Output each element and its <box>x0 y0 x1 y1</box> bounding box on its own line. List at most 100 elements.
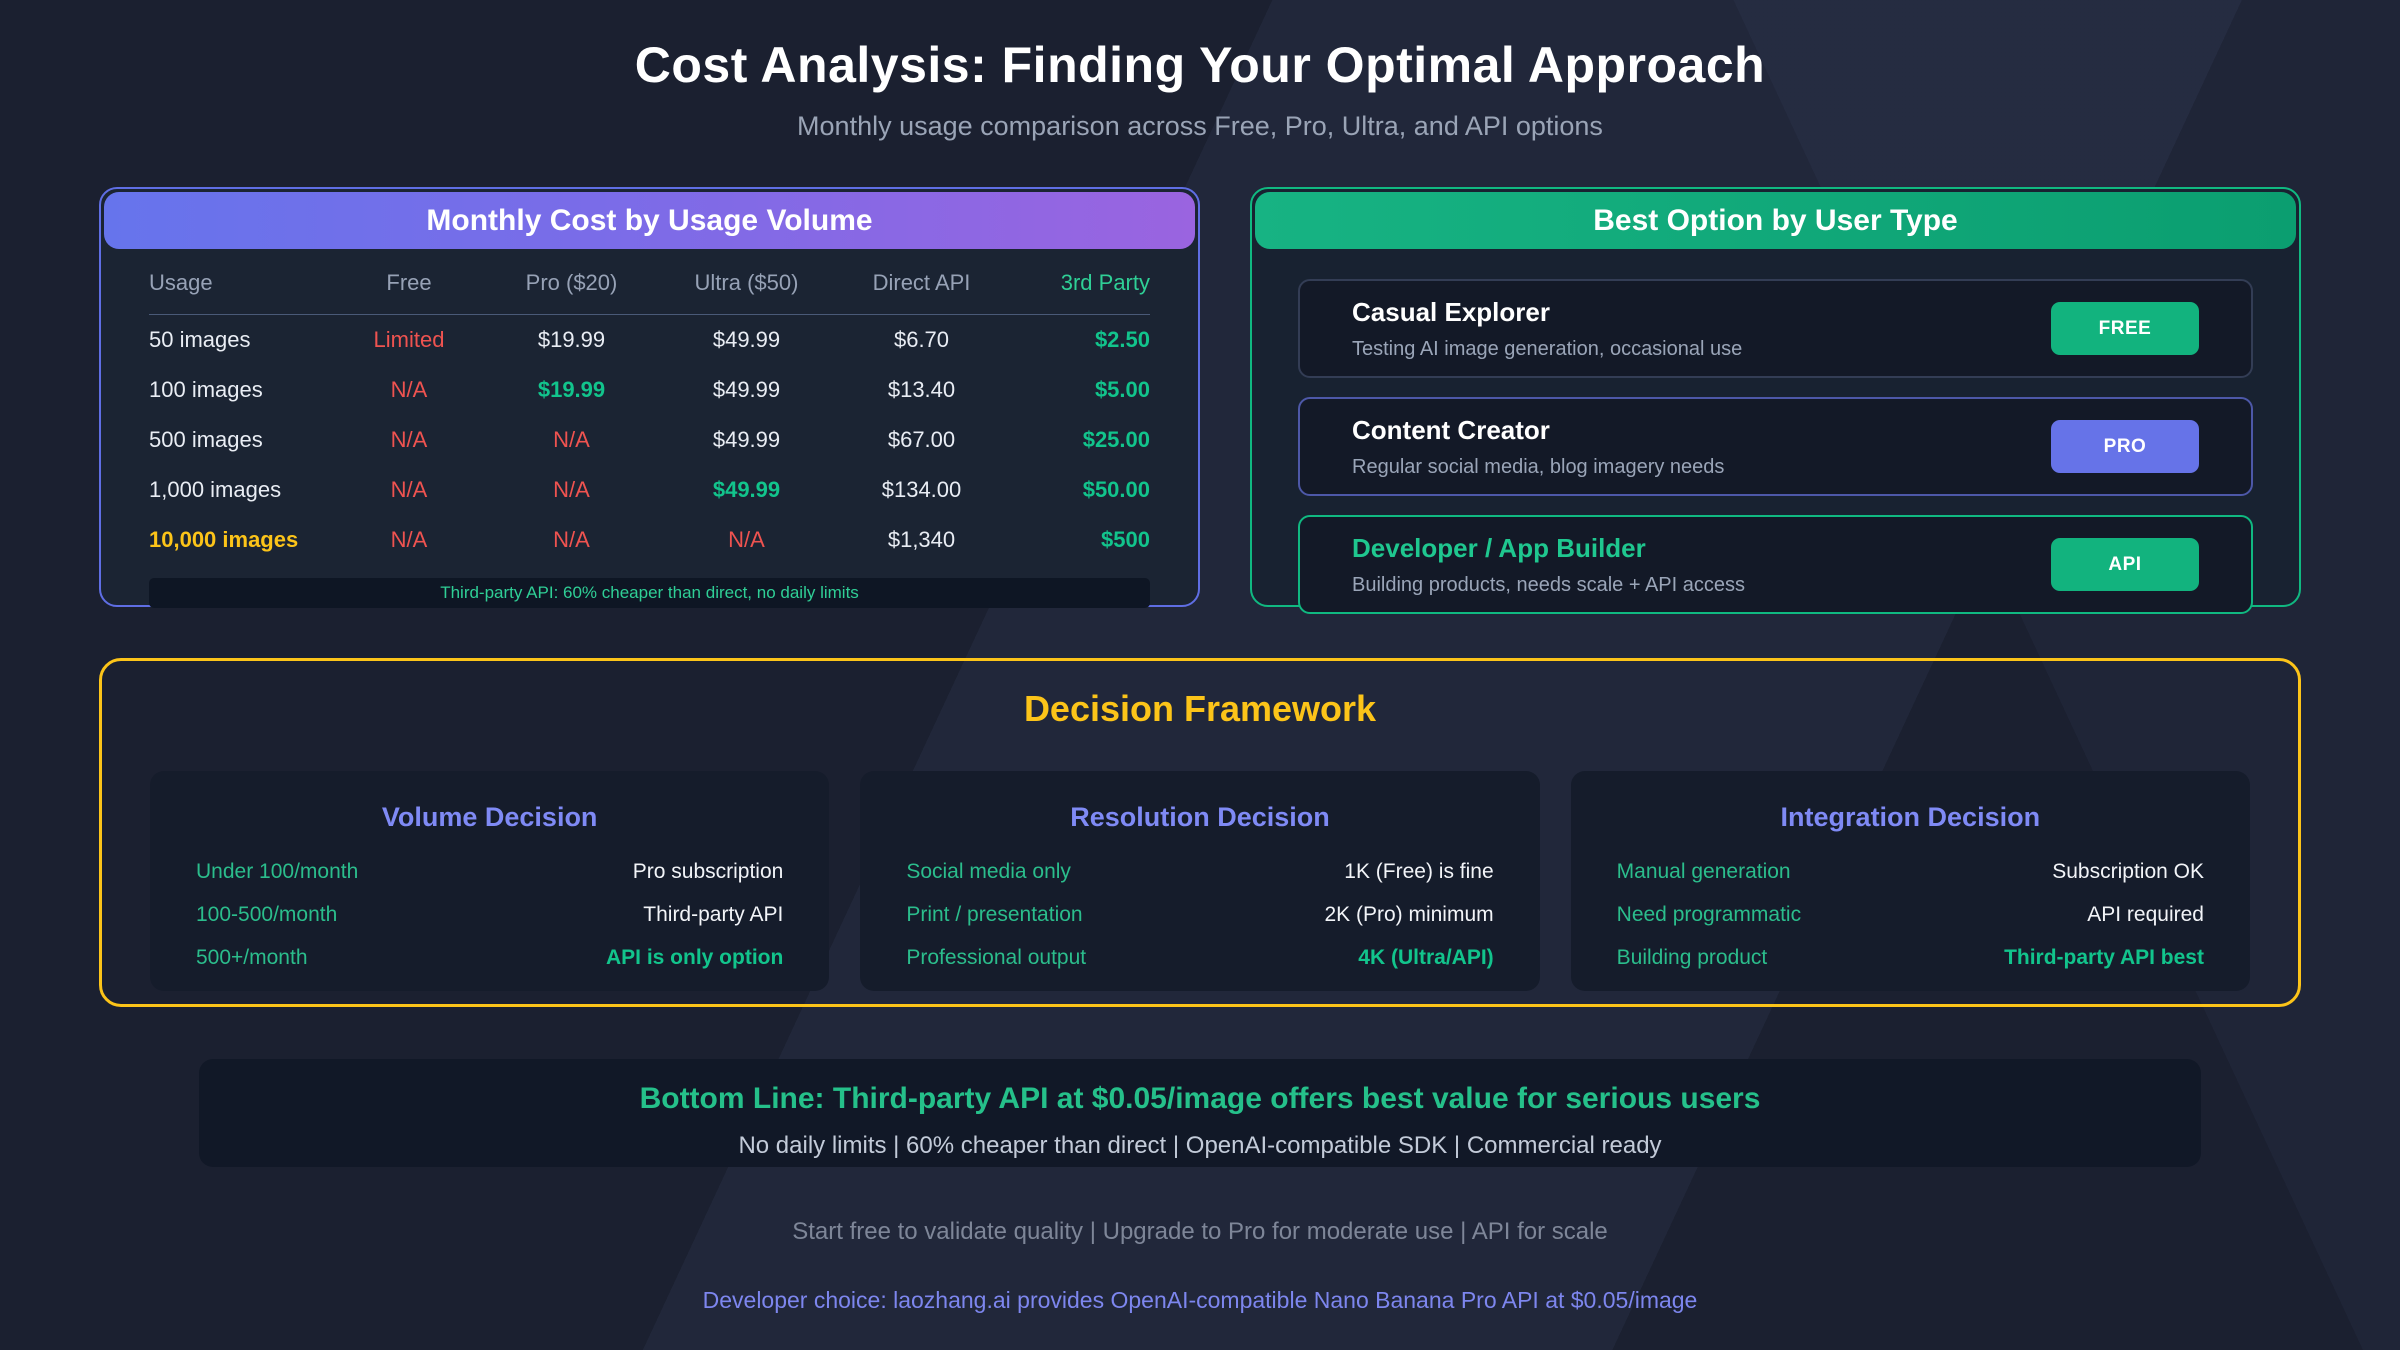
cost-table-header-row: Usage Free Pro ($20) Ultra ($50) Direct … <box>149 252 1150 315</box>
free-cell: N/A <box>390 427 428 452</box>
decision-label: Building product <box>1616 946 1768 969</box>
cost-table: Usage Free Pro ($20) Ultra ($50) Direct … <box>101 252 1198 608</box>
ultra-cell: N/A <box>728 527 765 552</box>
decision-label: Social media only <box>906 860 1071 883</box>
pro-cell: N/A <box>553 427 590 452</box>
user-card-casual-explorer: Casual Explorer Testing AI image generat… <box>1298 279 2253 378</box>
page-title: Cost Analysis: Finding Your Optimal Appr… <box>634 37 1766 93</box>
best-option-panel: Best Option by User Type Casual Explorer… <box>1250 187 2301 614</box>
decision-value: 1K (Free) is fine <box>1344 860 1494 883</box>
direct-api-cell: $134.00 <box>881 477 962 502</box>
pro-cell: $19.99 <box>537 327 606 352</box>
api-badge: API <box>2051 538 2199 591</box>
free-badge: FREE <box>2051 302 2199 355</box>
footer-developer-choice: Developer choice: laozhang.ai provides O… <box>702 1287 1698 1313</box>
pro-cell: $19.99 <box>537 377 606 402</box>
bottom-line-title: Bottom Line: Third-party API at $0.05/im… <box>639 1082 1761 1115</box>
table-note: Third-party API: 60% cheaper than direct… <box>149 578 1150 608</box>
direct-api-cell: $1,340 <box>887 527 956 552</box>
col-header-ultra: Ultra ($50) <box>694 270 799 295</box>
ultra-cell: $49.99 <box>712 327 781 352</box>
decision-row: 500+/month API is only option <box>196 946 783 970</box>
decision-column-integration: Integration Decision Manual generation S… <box>1570 771 2250 991</box>
decision-framework: Decision Framework Volume Decision Under… <box>99 658 2301 1007</box>
direct-api-cell: $6.70 <box>893 327 950 352</box>
decision-label: Need programmatic <box>1616 903 1802 926</box>
decision-value: 2K (Pro) minimum <box>1324 903 1494 926</box>
table-row: 1,000 images N/A N/A $49.99 $134.00 $50.… <box>149 465 1150 515</box>
user-card-text: Developer / App Builder Building product… <box>1352 533 1745 597</box>
free-cell: Limited <box>373 327 445 352</box>
user-card-description: Building products, needs scale + API acc… <box>1352 573 1746 596</box>
free-cell: N/A <box>390 527 428 552</box>
user-card-content-creator: Content Creator Regular social media, bl… <box>1298 397 2253 496</box>
decision-row: Building product Third-party API best <box>1617 946 2204 970</box>
user-card-title: Content Creator <box>1352 414 1550 445</box>
decision-row: Social media only 1K (Free) is fine <box>906 860 1493 884</box>
decision-value: Third-party API best <box>2004 946 2204 969</box>
third-party-cell: $500 <box>1101 527 1150 552</box>
bottom-line-box: Bottom Line: Third-party API at $0.05/im… <box>199 1059 2201 1167</box>
decision-row: 100-500/month Third-party API <box>196 903 783 927</box>
third-party-cell: $5.00 <box>1094 377 1150 402</box>
usage-cell: 500 images <box>149 427 263 452</box>
usage-cell: 50 images <box>149 327 251 352</box>
footer-guidance: Start free to validate quality | Upgrade… <box>792 1218 1608 1245</box>
third-party-cell: $25.00 <box>1082 427 1150 452</box>
free-cell: N/A <box>390 477 428 502</box>
decision-value: Subscription OK <box>2052 860 2204 883</box>
third-party-cell: $50.00 <box>1082 477 1150 502</box>
col-header-direct-api: Direct API <box>872 270 971 295</box>
user-card-title: Casual Explorer <box>1352 296 1550 327</box>
decision-label: Under 100/month <box>196 860 359 883</box>
col-header-pro: Pro ($20) <box>525 270 618 295</box>
cost-panel-header: Monthly Cost by Usage Volume <box>104 192 1195 249</box>
ultra-cell: $49.99 <box>712 377 781 402</box>
decision-row: Manual generation Subscription OK <box>1617 860 2204 884</box>
user-card-text: Content Creator Regular social media, bl… <box>1352 415 1724 479</box>
decision-label: 500+/month <box>196 946 308 969</box>
user-type-cards: Casual Explorer Testing AI image generat… <box>1252 252 2299 614</box>
col-header-free: Free <box>386 270 432 295</box>
decision-column-title: Resolution Decision <box>1070 802 1330 832</box>
ultra-cell: $49.99 <box>712 427 781 452</box>
free-cell: N/A <box>390 377 428 402</box>
decision-value: API required <box>2087 903 2204 926</box>
user-card-title: Developer / App Builder <box>1352 532 1646 563</box>
user-card-description: Regular social media, blog imagery needs <box>1352 455 1725 478</box>
decision-column-resolution: Resolution Decision Social media only 1K… <box>860 771 1540 991</box>
pro-badge: PRO <box>2051 420 2199 473</box>
ultra-cell: $49.99 <box>712 477 781 502</box>
decision-column-title: Integration Decision <box>1780 802 2041 832</box>
usage-cell: 100 images <box>149 377 263 402</box>
decision-label: 100-500/month <box>196 903 338 926</box>
decision-value: API is only option <box>605 946 784 969</box>
decision-row: Need programmatic API required <box>1617 903 2204 927</box>
decision-label: Print / presentation <box>906 903 1083 926</box>
slide: Cost Analysis: Finding Your Optimal Appr… <box>99 37 2301 1313</box>
decision-label: Manual generation <box>1616 860 1791 883</box>
decision-row: Under 100/month Pro subscription <box>196 860 783 884</box>
usage-cell: 10,000 images <box>149 527 299 552</box>
pro-cell: N/A <box>553 477 590 502</box>
user-card-description: Testing AI image generation, occasional … <box>1352 337 1743 360</box>
decision-column-title: Volume Decision <box>381 802 598 832</box>
decision-framework-title: Decision Framework <box>1023 688 1377 729</box>
page-subtitle: Monthly usage comparison across Free, Pr… <box>797 111 1603 141</box>
decision-row: Professional output 4K (Ultra/API) <box>906 946 1493 970</box>
col-header-usage: Usage <box>149 270 213 295</box>
decision-value: 4K (Ultra/API) <box>1358 946 1494 969</box>
table-row: 500 images N/A N/A $49.99 $67.00 $25.00 <box>149 415 1150 465</box>
user-card-developer: Developer / App Builder Building product… <box>1298 515 2253 614</box>
usage-cell: 1,000 images <box>149 477 282 502</box>
decision-row: Print / presentation 2K (Pro) minimum <box>906 903 1493 927</box>
table-row: 100 images N/A $19.99 $49.99 $13.40 $5.0… <box>149 365 1150 415</box>
user-card-text: Casual Explorer Testing AI image generat… <box>1352 297 1742 361</box>
decision-label: Professional output <box>906 946 1087 969</box>
direct-api-cell: $67.00 <box>887 427 956 452</box>
decision-value: Pro subscription <box>632 860 784 883</box>
best-option-panel-header: Best Option by User Type <box>1255 192 2296 249</box>
table-row: 10,000 images N/A N/A N/A $1,340 $500 <box>149 515 1150 565</box>
col-header-3rd-party: 3rd Party <box>1060 270 1150 295</box>
direct-api-cell: $13.40 <box>887 377 956 402</box>
